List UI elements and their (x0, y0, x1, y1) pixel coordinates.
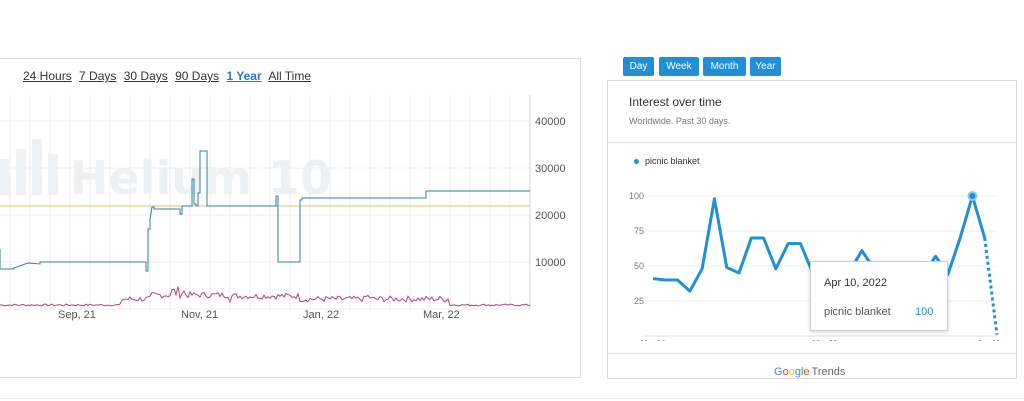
history-chart-grid (0, 95, 531, 310)
trends-x-tick-label: Mar 14 (641, 339, 666, 341)
range-30-days-link[interactable]: 30 Days (123, 69, 168, 83)
range-90-days-link[interactable]: 90 Days (175, 69, 220, 83)
trends-y-tick-label: 100 (629, 191, 644, 201)
trends-legend: picnic blanket (634, 156, 700, 166)
trends-y-tick-label: 50 (634, 261, 644, 271)
trends-partial-segment (983, 237, 999, 335)
google-trends-logo: Google Trends (774, 366, 846, 378)
trends-title: Interest over time (629, 95, 722, 109)
watermark-logo-icon (0, 139, 58, 195)
range-7-days-link[interactable]: 7 Days (79, 69, 117, 83)
trends-hover-point[interactable] (967, 191, 978, 201)
range-selector: 24 Hours 7 Days 30 Days 90 Days 1 Year A… (23, 69, 315, 83)
google-trends-card: Interest over time Worldwide. Past 30 da… (607, 80, 1017, 379)
x-tick-label: Jan, 22 (303, 309, 339, 321)
history-x-axis: Sep, 21 Nov, 21 Jan, 22 Mar, 22 (58, 309, 460, 321)
tooltip-series: picnic blanket (824, 306, 891, 318)
trends-x-tick-label: Apr 11 (978, 339, 1002, 341)
day-button[interactable]: Day (623, 57, 654, 76)
x-tick-label: Mar, 22 (423, 309, 460, 321)
y-tick-label: 20000 (535, 210, 566, 222)
divider (608, 142, 1016, 143)
x-tick-label: Sep, 21 (58, 309, 96, 321)
y-tick-label: 30000 (535, 163, 566, 175)
watermark-text: Helium 10 (70, 151, 332, 205)
chart-tooltip: Apr 10, 2022 picnic blanket 100 (810, 261, 948, 331)
trends-subtitle: Worldwide. Past 30 days. (629, 116, 731, 126)
history-panel: 24 Hours 7 Days 30 Days 90 Days 1 Year A… (0, 58, 581, 378)
range-24-hours-link[interactable]: 24 Hours (23, 69, 72, 83)
bottom-divider (0, 398, 1024, 399)
trends-x-tick-label: Mar 21 (813, 339, 838, 341)
sales-line (0, 286, 531, 307)
price-line (0, 150, 530, 272)
divider (608, 353, 1016, 354)
y-tick-label: 10000 (535, 257, 566, 269)
month-button[interactable]: Month (703, 57, 746, 76)
history-chart: Helium 10 40000 30000 20000 10000 Sep, 2… (0, 95, 566, 321)
year-button[interactable]: Year (750, 57, 781, 76)
range-1-year-link[interactable]: 1 Year (226, 69, 262, 83)
history-y-axis: 40000 30000 20000 10000 (535, 116, 566, 269)
trends-y-tick-label: 25 (634, 296, 644, 306)
tooltip-value: 100 (915, 306, 934, 318)
trends-y-tick-label: 75 (634, 226, 644, 236)
legend-label: picnic blanket (645, 156, 700, 166)
x-tick-label: Nov, 21 (181, 309, 218, 321)
tooltip-date: Apr 10, 2022 (824, 277, 887, 289)
week-button[interactable]: Week (659, 57, 699, 76)
y-tick-label: 40000 (535, 116, 566, 128)
legend-dot-icon (634, 159, 639, 165)
range-all-time-link[interactable]: All Time (268, 69, 312, 83)
